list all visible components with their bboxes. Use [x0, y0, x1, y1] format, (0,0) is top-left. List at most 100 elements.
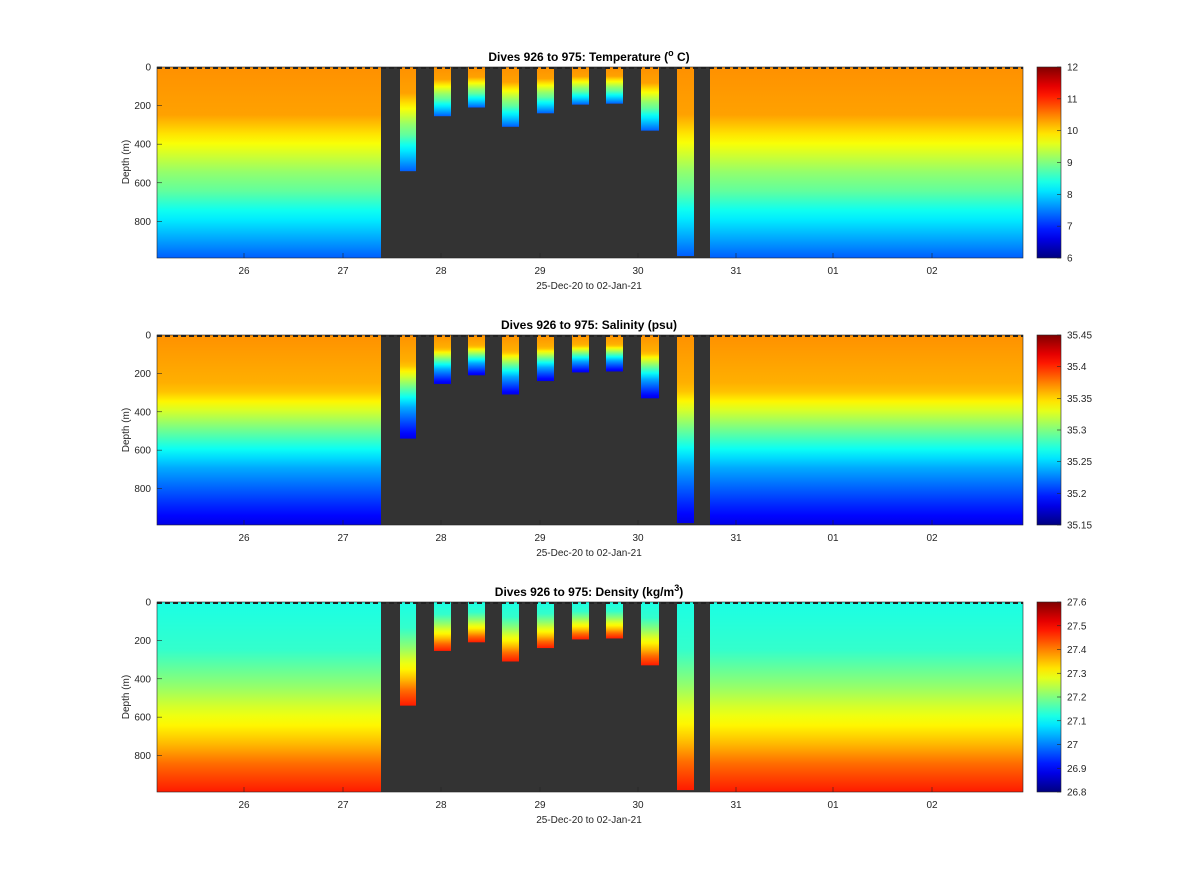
y-tick-label: 400 [134, 140, 151, 151]
x-tick-label: 26 [238, 800, 250, 811]
x-tick-label: 29 [534, 533, 546, 544]
short-dive-column [502, 602, 519, 662]
colorbar-tick-label: 7 [1067, 222, 1073, 233]
heatmap-field-left [157, 335, 381, 525]
colorbar-tick-label: 35.35 [1067, 394, 1092, 405]
colorbar-tick-label: 9 [1067, 158, 1073, 169]
y-tick-label: 800 [134, 751, 151, 762]
x-tick-label: 28 [435, 266, 447, 277]
short-dive-column [641, 67, 659, 131]
x-tick-label: 30 [632, 800, 644, 811]
density-title: Dives 926 to 975: Density (kg/m3) [495, 583, 683, 599]
short-dive-column [434, 335, 451, 384]
x-tick-label: 02 [926, 533, 938, 544]
colorbar-tick-label: 27.5 [1067, 621, 1087, 632]
heatmap-field-left [157, 602, 381, 792]
temperature-title: Dives 926 to 975: Temperature (o C) [488, 48, 689, 64]
colorbar-tick-label: 35.15 [1067, 521, 1092, 532]
short-dive-column [434, 67, 451, 117]
colorbar-tick-label: 27.1 [1067, 716, 1087, 727]
salinity-title: Dives 926 to 975: Salinity (psu) [501, 318, 677, 332]
y-tick-label: 200 [134, 636, 151, 647]
short-dive-column [537, 602, 554, 649]
x-tick-label: 02 [926, 266, 938, 277]
x-tick-label: 27 [337, 533, 349, 544]
short-dive-column [468, 335, 485, 376]
short-dive-column [677, 67, 694, 257]
x-tick-label: 28 [435, 533, 447, 544]
short-dive-column [400, 335, 416, 439]
colorbar-tick-label: 35.45 [1067, 331, 1092, 342]
x-tick-label: 27 [337, 266, 349, 277]
x-tick-label: 26 [238, 533, 250, 544]
short-dive-column [572, 67, 589, 105]
colorbar-tick-label: 27.6 [1067, 598, 1087, 609]
colorbar-tick-label: 35.4 [1067, 362, 1087, 373]
temperature-plot-area: 0 200 400 600 800 26 27 28 29 30 31 01 02 6 7 8 9 10 11 12 [134, 63, 1078, 278]
y-tick-label: 600 [134, 178, 151, 189]
density-x-axis-label: 25-Dec-20 to 02-Jan-21 [536, 815, 642, 826]
x-tick-label: 29 [534, 266, 546, 277]
y-tick-label: 200 [134, 101, 151, 112]
x-tick-label: 30 [632, 533, 644, 544]
y-tick-label: 0 [145, 63, 151, 74]
temperature-x-axis-label: 25-Dec-20 to 02-Jan-21 [536, 281, 642, 292]
short-dive-column [502, 335, 519, 395]
temperature-panel: Dives 926 to 975: Temperature (o C) 0200… [121, 48, 1079, 292]
colorbar-tick-label: 10 [1067, 126, 1079, 137]
temperature-y-axis-label: Depth (m) [121, 140, 132, 184]
density-y-axis-label: Depth (m) [121, 675, 132, 719]
colorbar-tick-label: 27.4 [1067, 645, 1087, 656]
y-tick-label: 0 [145, 331, 151, 342]
colorbar-tick-label: 35.25 [1067, 457, 1092, 468]
heatmap-field-right [710, 335, 1023, 525]
short-dive-column [677, 335, 694, 524]
x-tick-label: 30 [632, 266, 644, 277]
y-tick-label: 400 [134, 674, 151, 685]
short-dive-column [502, 67, 519, 127]
colorbar-tick-label: 27.3 [1067, 669, 1087, 680]
x-tick-label: 26 [238, 266, 250, 277]
y-tick-label: 0 [145, 598, 151, 609]
colorbar-tick-label: 6 [1067, 254, 1073, 265]
colorbar-tick-label: 12 [1067, 63, 1079, 74]
colorbar-tick-label: 35.2 [1067, 489, 1087, 500]
density-plot-area: 0 200 400 600 800 26 27 28 29 30 31 01 02 26.8 26.9 27 2… [134, 598, 1087, 812]
short-dive-column [468, 602, 485, 643]
x-tick-label: 27 [337, 800, 349, 811]
y-tick-label: 400 [134, 407, 151, 418]
short-dive-column [468, 67, 485, 108]
heatmap-field-right [710, 67, 1023, 258]
x-tick-label: 28 [435, 800, 447, 811]
colorbar-tick-label: 11 [1067, 94, 1078, 105]
x-tick-label: 02 [926, 800, 938, 811]
colorbar-tick-label: 27.2 [1067, 693, 1087, 704]
colorbar-tick-label: 26.9 [1067, 764, 1087, 775]
colorbar-tick-label: 35.3 [1067, 426, 1087, 437]
x-tick-label: 29 [534, 800, 546, 811]
colorbar-tick-label: 8 [1067, 190, 1073, 201]
short-dive-column [641, 335, 659, 399]
short-dive-column [641, 602, 659, 666]
x-tick-label: 01 [827, 266, 839, 277]
x-tick-label: 31 [730, 800, 742, 811]
x-tick-label: 01 [827, 533, 839, 544]
density-panel: Dives 926 to 975: Density (kg/m3) 0 200 40… [121, 583, 1087, 826]
salinity-plot-area: 0 200 400 600 800 26 27 28 29 30 31 01 02 35.15 35.2 35… [134, 331, 1092, 545]
heatmap-field-right [710, 602, 1023, 792]
y-tick-label: 600 [134, 713, 151, 724]
salinity-x-axis-label: 25-Dec-20 to 02-Jan-21 [536, 548, 642, 559]
y-tick-label: 800 [134, 217, 151, 228]
short-dive-column [537, 67, 554, 114]
colorbar-tick-label: 27 [1067, 740, 1079, 751]
short-dive-column [606, 67, 623, 104]
x-tick-label: 01 [827, 800, 839, 811]
y-tick-label: 200 [134, 369, 151, 380]
short-dive-column [606, 602, 623, 639]
short-dive-column [677, 602, 694, 791]
x-tick-label: 31 [730, 533, 742, 544]
salinity-y-axis-label: Depth (m) [121, 408, 132, 452]
short-dive-column [572, 602, 589, 640]
short-dive-column [572, 335, 589, 373]
